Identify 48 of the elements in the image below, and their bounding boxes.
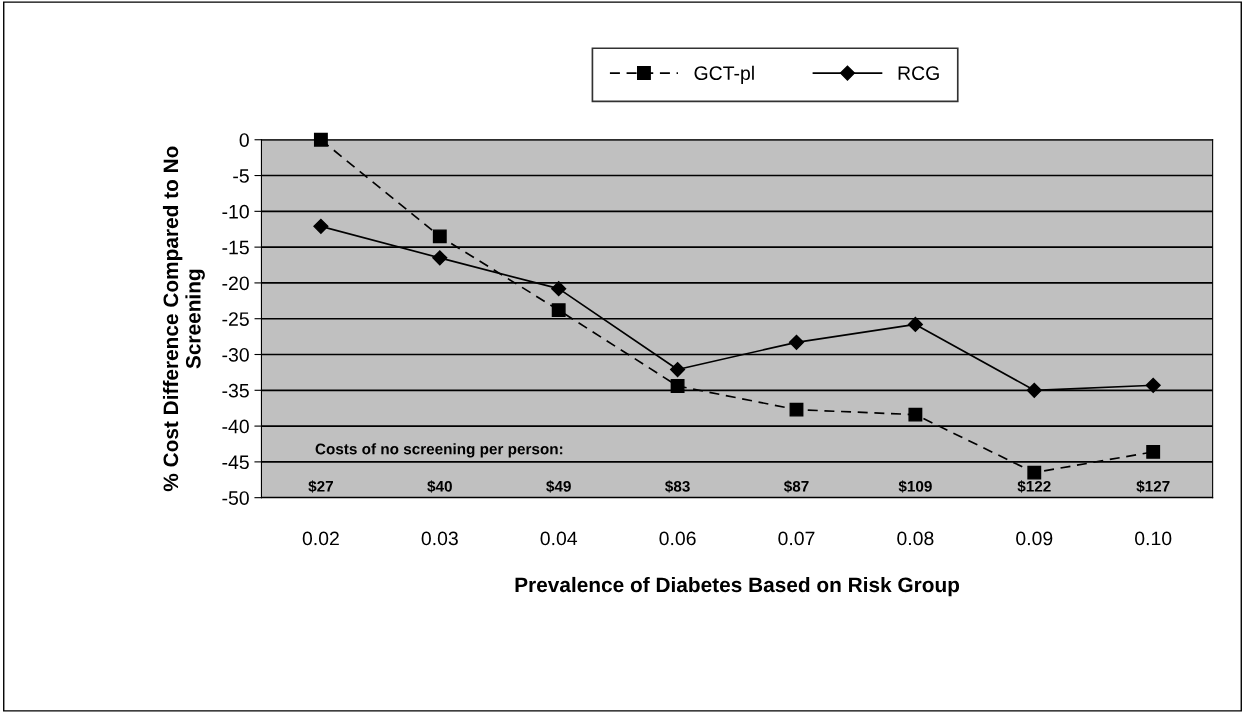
y-tick-label: -50 bbox=[222, 491, 249, 505]
point bbox=[432, 229, 447, 244]
annotation: $87 bbox=[783, 480, 809, 493]
x-tick-label: 0.04 bbox=[540, 531, 578, 546]
x-tick-label: 0.03 bbox=[421, 531, 458, 546]
x-axis-title: Prevalence of Diabetes Based on Risk Group bbox=[515, 576, 960, 597]
point bbox=[789, 402, 804, 417]
point bbox=[313, 132, 328, 147]
annotation: $109 bbox=[898, 480, 932, 493]
y-tick-label: -45 bbox=[222, 455, 249, 470]
y-tick-label: -10 bbox=[222, 204, 249, 219]
x-tick-label: 0.07 bbox=[778, 531, 815, 546]
y-tick-label: -20 bbox=[222, 276, 249, 291]
y-tick-label: -40 bbox=[222, 419, 249, 434]
annotation: $83 bbox=[665, 480, 690, 493]
annotation: $27 bbox=[308, 480, 333, 493]
x-tick-label: 0.09 bbox=[1016, 531, 1053, 546]
y-tick-label: -5 bbox=[233, 169, 249, 183]
y-tick-label: -25 bbox=[222, 312, 249, 326]
x-tick-label: 0.02 bbox=[302, 531, 339, 546]
annotation: $122 bbox=[1017, 480, 1051, 493]
point bbox=[551, 281, 567, 297]
annotation: $49 bbox=[546, 480, 571, 493]
y-tick-label: -15 bbox=[222, 240, 249, 255]
x-tick-label: 0.06 bbox=[659, 531, 696, 546]
x-tick-label: 0.10 bbox=[1135, 531, 1172, 546]
x-tick-label: 0.08 bbox=[897, 531, 934, 546]
annotation: $40 bbox=[427, 480, 452, 493]
y-tick-label: -30 bbox=[222, 347, 249, 362]
y-tick-label: -35 bbox=[222, 383, 249, 398]
point bbox=[1145, 377, 1161, 393]
point bbox=[1027, 465, 1042, 480]
point bbox=[1146, 444, 1161, 459]
annotation: $127 bbox=[1136, 480, 1170, 493]
legend-label: RCG bbox=[898, 66, 939, 81]
point bbox=[788, 334, 805, 350]
point bbox=[551, 303, 566, 318]
legend-label: GCT-pl bbox=[694, 65, 754, 84]
point bbox=[907, 316, 923, 333]
point bbox=[670, 379, 685, 393]
annotation: Costs of no screening per person: bbox=[315, 443, 563, 458]
point bbox=[432, 250, 448, 266]
point bbox=[1026, 382, 1042, 398]
y-tick-label: 0 bbox=[239, 133, 249, 147]
y-axis-title: % Cost Difference Compared to No Screening bbox=[162, 146, 205, 492]
point bbox=[908, 407, 923, 422]
point bbox=[670, 361, 686, 378]
point bbox=[313, 218, 329, 234]
